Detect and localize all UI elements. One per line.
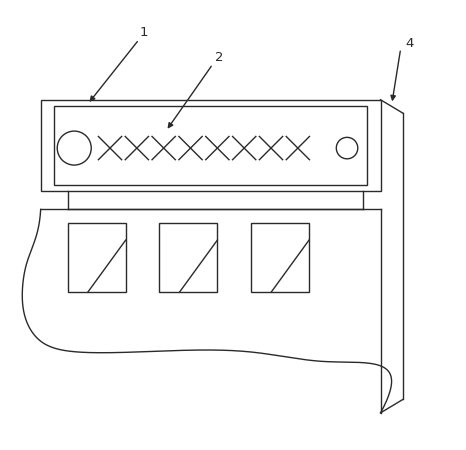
Text: 2: 2 xyxy=(215,51,224,64)
Text: 4: 4 xyxy=(405,37,414,50)
Bar xyxy=(251,223,309,292)
Circle shape xyxy=(336,137,358,159)
Bar xyxy=(68,223,126,292)
Bar xyxy=(41,100,381,191)
Bar xyxy=(159,223,217,292)
Circle shape xyxy=(57,131,91,165)
Bar xyxy=(54,107,367,185)
Text: 1: 1 xyxy=(139,26,148,39)
